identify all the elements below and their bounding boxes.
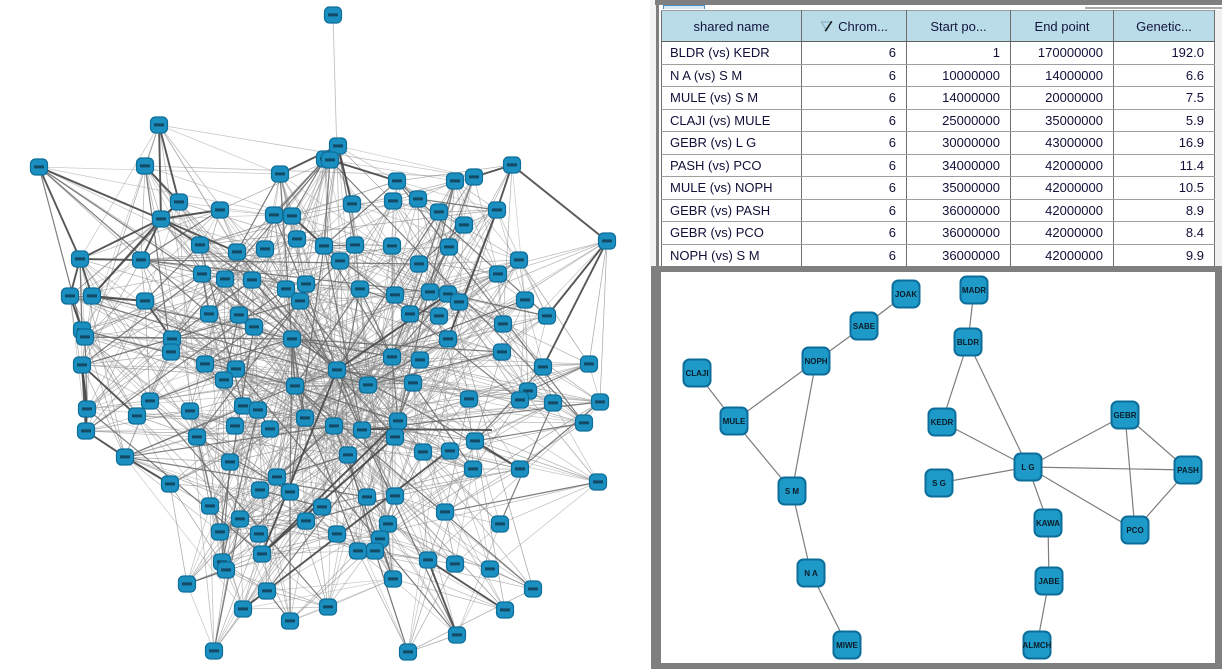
svg-text:N A: N A	[804, 569, 818, 578]
svg-text:KEDR: KEDR	[931, 418, 954, 427]
svg-text:S M: S M	[785, 487, 800, 496]
svg-text:GEBR: GEBR	[1113, 411, 1136, 420]
svg-text:MIWE: MIWE	[836, 641, 858, 650]
svg-text:KAWA: KAWA	[1036, 519, 1060, 528]
svg-text:MULE: MULE	[723, 417, 746, 426]
svg-text:ALMCH: ALMCH	[1023, 641, 1052, 650]
svg-text:CLAJI: CLAJI	[685, 369, 708, 378]
svg-text:NOPH: NOPH	[804, 357, 827, 366]
svg-text:PCO: PCO	[1126, 526, 1143, 535]
svg-text:JOAK: JOAK	[895, 290, 917, 299]
svg-text:L G: L G	[1021, 463, 1034, 472]
svg-text:PASH: PASH	[1177, 466, 1199, 475]
svg-text:BLDR: BLDR	[957, 338, 979, 347]
svg-text:SABE: SABE	[853, 322, 876, 331]
svg-text:S G: S G	[932, 479, 946, 488]
svg-text:JABE: JABE	[1038, 577, 1060, 586]
svg-text:MADR: MADR	[962, 286, 986, 295]
